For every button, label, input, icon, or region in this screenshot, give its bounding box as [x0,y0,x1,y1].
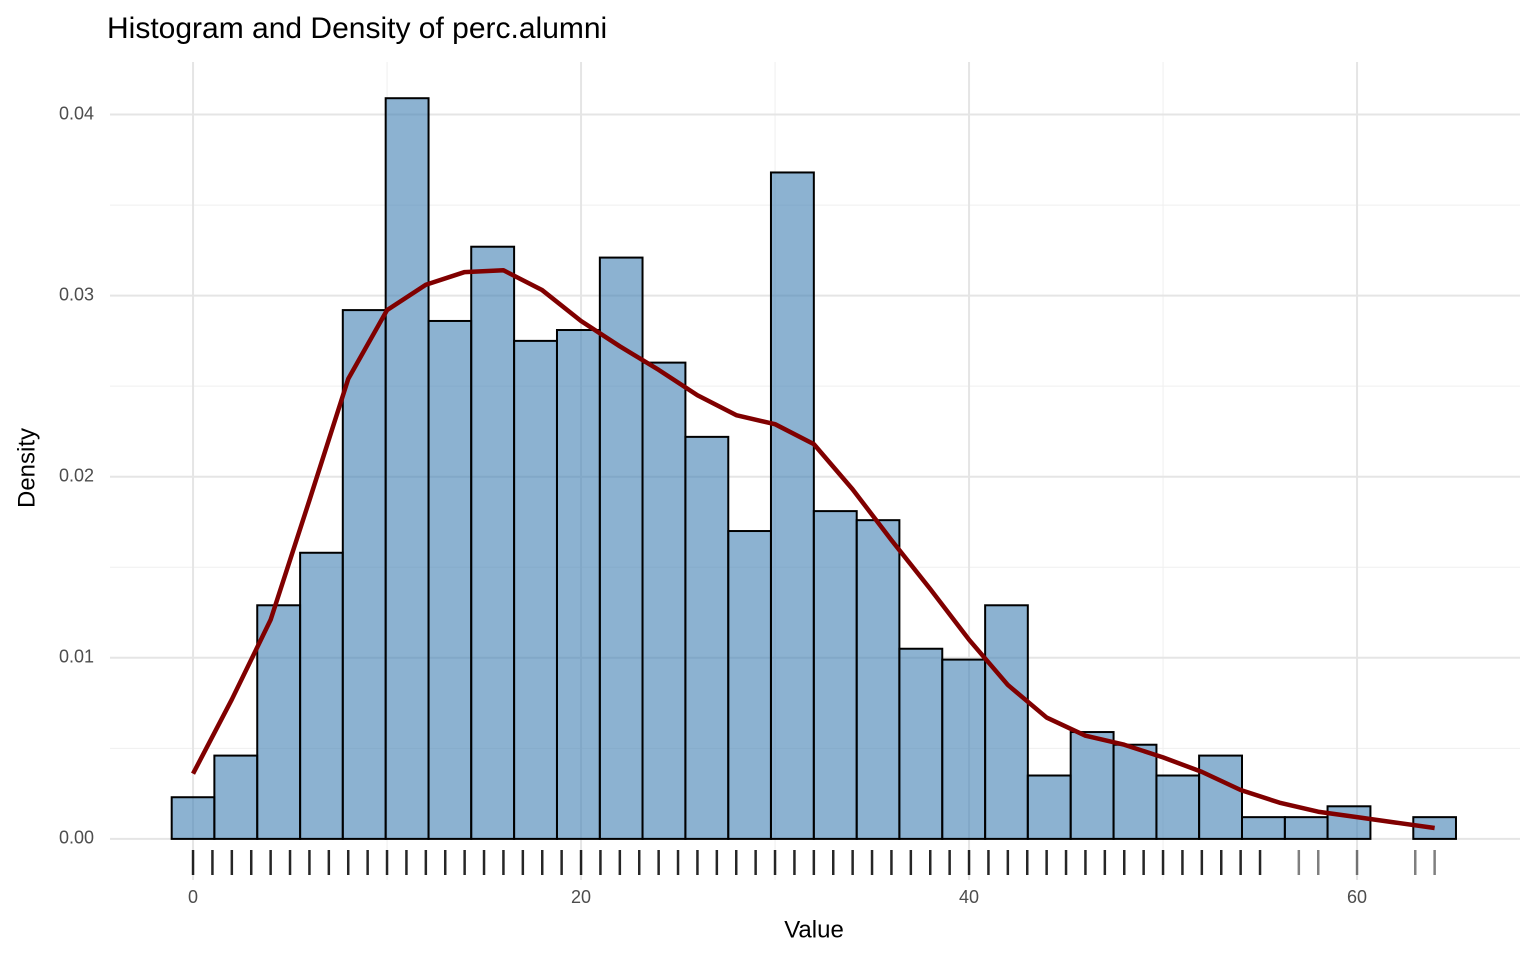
bar [513,339,558,840]
bar [941,658,987,840]
bar [384,97,430,840]
y-tick-label: 0.00 [59,828,94,848]
bar [684,435,730,840]
bar [898,647,944,840]
chart-title: Histogram and Density of perc.alumni [107,12,607,45]
density-line [191,268,1435,831]
bar [855,519,901,840]
bar [299,551,344,840]
bar [555,329,601,840]
bar [1326,805,1372,840]
y-tick-label: 0.02 [59,465,94,485]
bar [1283,816,1329,840]
bar [1026,774,1072,840]
x-tick-label: 60 [1347,887,1367,907]
bar [1069,731,1115,840]
bar [470,245,516,840]
x-tick-label: 20 [571,887,591,907]
bar [1198,754,1243,840]
bar [1112,743,1158,840]
y-tick-label: 0.03 [59,284,94,304]
bar [727,530,772,840]
bar [341,309,387,840]
bar [1155,774,1201,840]
y-tick-label: 0.04 [59,103,94,123]
x-tick-label: 0 [188,887,198,907]
bar [427,319,473,840]
y-axis-label: Density [13,428,40,508]
bar [641,361,687,840]
x-tick-label: 40 [959,887,979,907]
bar [984,604,1029,840]
bar [1240,816,1286,840]
bar [170,796,216,840]
bar [256,604,302,840]
bar [769,171,815,840]
bar [213,754,259,840]
y-tick-label: 0.01 [59,647,94,667]
bar [812,510,858,840]
x-axis-label: Value [784,916,844,943]
